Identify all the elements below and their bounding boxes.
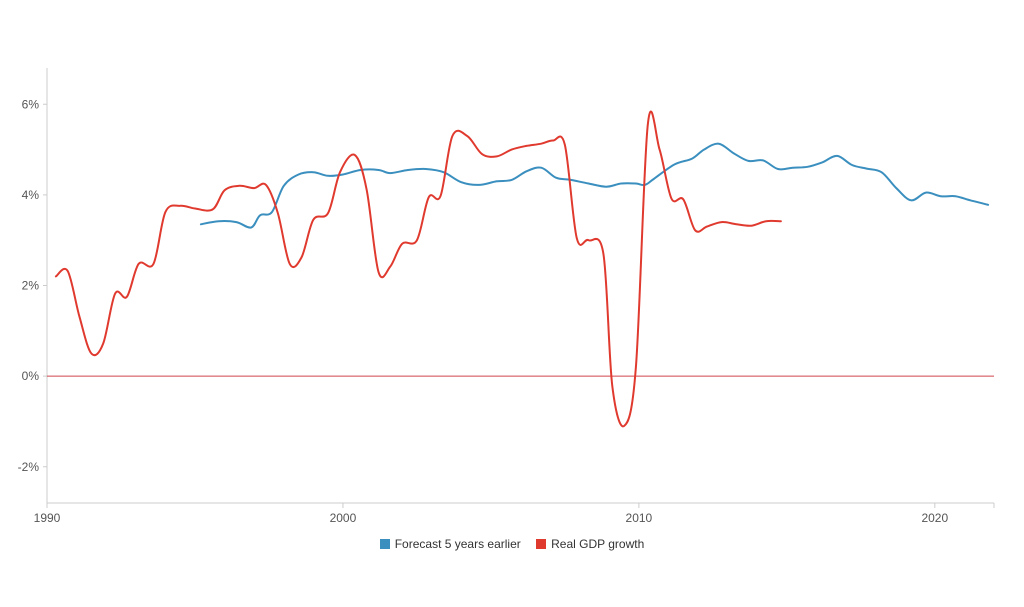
y-tick-label: 2%: [22, 279, 40, 293]
legend-label-real-gdp: Real GDP growth: [551, 537, 645, 551]
y-tick-label: 0%: [22, 369, 40, 383]
y-tick-label: 4%: [22, 188, 40, 202]
legend: Forecast 5 years earlier Real GDP growth: [0, 537, 1024, 552]
legend-swatch-real-gdp: [536, 539, 547, 549]
legend-item-real-gdp[interactable]: Real GDP growth: [536, 537, 644, 551]
forecast-series-line: [199, 142, 990, 229]
x-tick-label: 1990: [34, 511, 61, 525]
chart-canvas: -2% 0% 2% 4% 6% 1990 2000 2010 2020: [18, 68, 995, 525]
legend-item-forecast[interactable]: Forecast 5 years earlier: [379, 537, 521, 551]
legend-swatch-forecast: [379, 539, 390, 549]
y-tick-label: 6%: [22, 97, 40, 111]
x-tick-label: 2020: [921, 511, 948, 525]
legend-label-forecast: Forecast 5 years earlier: [394, 537, 521, 551]
y-tick-label: -2%: [18, 460, 40, 474]
x-tick-label: 2000: [330, 511, 357, 525]
x-tick-label: 2010: [626, 511, 653, 525]
real-gdp-series-line: [54, 110, 782, 428]
